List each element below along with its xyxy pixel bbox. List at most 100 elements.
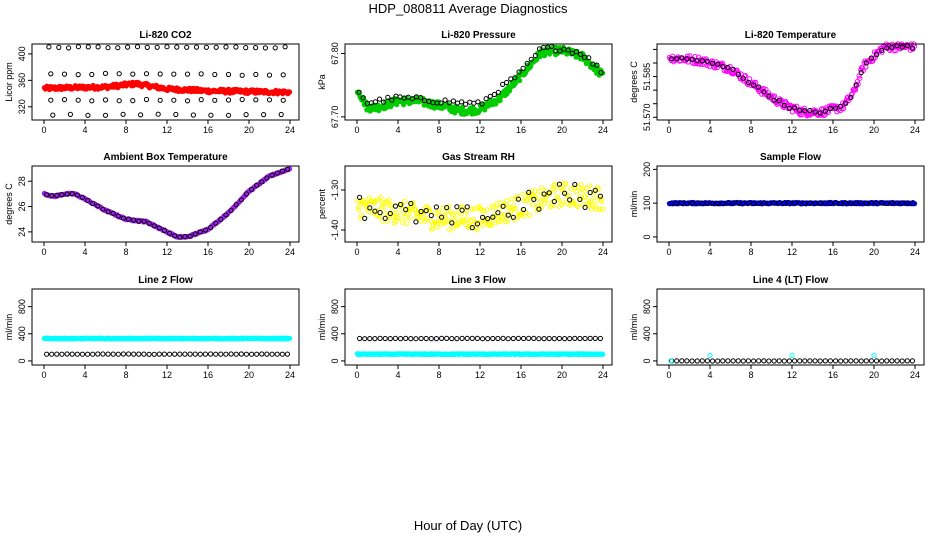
data-point xyxy=(48,71,54,77)
data-point xyxy=(786,105,793,111)
data-point xyxy=(704,58,711,64)
data-point xyxy=(85,351,91,357)
data-point xyxy=(74,351,80,357)
data-point xyxy=(813,108,819,114)
data-point xyxy=(198,97,204,103)
data-point xyxy=(357,335,363,342)
data-point xyxy=(56,44,62,51)
x-tick-label: 20 xyxy=(244,370,254,380)
data-point xyxy=(434,219,440,225)
data-point xyxy=(512,206,519,212)
data-point xyxy=(449,220,455,226)
data-point xyxy=(710,358,716,364)
data-point xyxy=(262,45,268,51)
data-point xyxy=(529,201,536,208)
data-point xyxy=(827,200,834,206)
y-tick-label: 200 xyxy=(642,162,652,177)
data-point xyxy=(551,198,557,205)
data-point xyxy=(459,104,466,110)
data-point xyxy=(490,214,496,220)
x-tick-label: 16 xyxy=(828,125,838,135)
data-point xyxy=(454,336,460,342)
x-tick-label: 0 xyxy=(666,247,671,257)
data-point xyxy=(269,172,275,178)
data-point xyxy=(100,206,106,212)
data-point xyxy=(173,111,179,118)
data-point xyxy=(474,335,480,341)
data-point xyxy=(95,203,101,209)
data-point xyxy=(766,358,772,364)
data-point xyxy=(48,97,54,103)
data-point xyxy=(469,335,475,341)
data-point xyxy=(684,200,690,206)
data-point xyxy=(389,97,395,103)
data-point xyxy=(125,44,131,50)
data-point xyxy=(528,56,534,62)
data-point xyxy=(487,93,493,99)
data-point xyxy=(532,52,539,59)
data-point xyxy=(572,181,578,188)
data-point xyxy=(496,205,502,211)
data-point xyxy=(490,205,496,211)
data-point xyxy=(459,335,465,341)
data-point xyxy=(423,208,429,214)
data-point xyxy=(131,217,137,223)
data-point xyxy=(565,47,571,53)
data-point xyxy=(704,200,711,206)
data-point xyxy=(485,216,491,222)
data-point xyxy=(202,351,208,357)
chart-title: Li-820 Pressure xyxy=(441,30,516,41)
data-point xyxy=(446,100,452,106)
data-point xyxy=(833,105,839,111)
data-point xyxy=(599,351,606,358)
data-point xyxy=(459,207,465,213)
x-tick-label: 12 xyxy=(787,247,797,257)
x-tick-label: 24 xyxy=(910,247,920,257)
data-point xyxy=(843,358,849,364)
data-point xyxy=(720,200,726,206)
data-point xyxy=(838,103,844,110)
data-point xyxy=(539,185,545,191)
data-point xyxy=(177,234,183,240)
data-point xyxy=(433,336,439,342)
data-point xyxy=(441,220,447,227)
data-point xyxy=(771,94,777,100)
data-point xyxy=(407,214,413,220)
data-point xyxy=(884,200,890,207)
data-point xyxy=(537,53,543,60)
plot-frame xyxy=(656,43,925,121)
y-tick-label: 100 xyxy=(642,196,652,211)
data-point xyxy=(853,82,859,88)
y-axis-label: degrees C xyxy=(4,183,14,225)
data-point xyxy=(879,358,885,364)
data-point xyxy=(838,358,844,364)
chart-panel: Line 4 (LT) Flow ml/min 0 4 8 12 16 20 24 0 400 800 xyxy=(629,275,925,380)
x-tick-label: 4 xyxy=(395,125,400,135)
data-point xyxy=(356,89,362,95)
data-point xyxy=(521,335,527,342)
x-tick-label: 0 xyxy=(354,370,359,380)
data-point xyxy=(904,42,910,49)
x-tick-label: 0 xyxy=(666,370,671,380)
data-point xyxy=(597,335,604,342)
data-point xyxy=(474,221,480,227)
data-point xyxy=(167,351,173,357)
data-point xyxy=(146,220,152,226)
x-tick-label: 24 xyxy=(285,247,295,257)
data-point xyxy=(554,194,560,200)
data-point xyxy=(105,351,111,357)
data-point xyxy=(740,200,746,206)
x-tick-label: 12 xyxy=(475,370,485,380)
data-point xyxy=(403,207,409,213)
data-point xyxy=(542,197,548,203)
data-point xyxy=(428,212,434,219)
data-point xyxy=(372,99,378,105)
data-point xyxy=(377,195,384,201)
data-point xyxy=(699,358,705,364)
data-point xyxy=(824,108,831,114)
y-tick-label: 0 xyxy=(17,358,27,363)
data-series xyxy=(44,166,290,240)
data-point xyxy=(184,98,191,104)
data-point xyxy=(269,351,275,357)
data-point xyxy=(699,58,705,64)
